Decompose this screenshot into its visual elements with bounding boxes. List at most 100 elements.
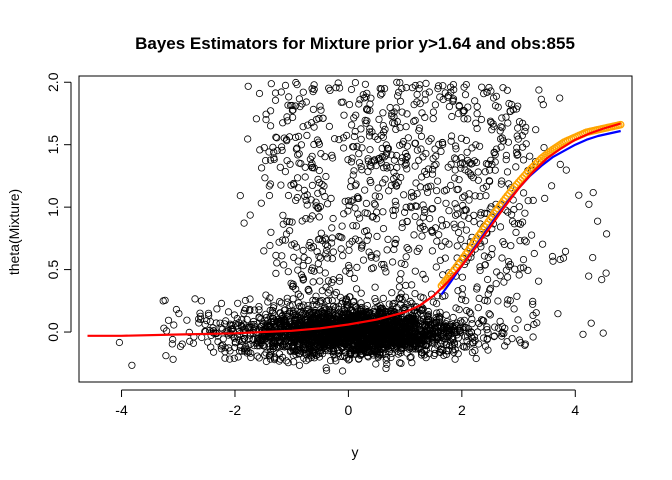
scatter-point — [226, 355, 234, 363]
scatter-point — [481, 296, 489, 304]
scatter-point — [501, 324, 509, 332]
x-tick-label: 0 — [345, 402, 353, 418]
scatter-point — [376, 301, 384, 309]
scatter-point — [468, 144, 476, 152]
scatter-point — [349, 222, 357, 230]
scatter-point — [252, 115, 260, 123]
scatter-point — [362, 105, 371, 114]
scatter-point — [421, 167, 429, 176]
scatter-point — [185, 328, 193, 336]
scatter-point — [492, 145, 501, 153]
scatter-point — [304, 333, 312, 341]
scatter-point — [385, 187, 393, 195]
scatter-point — [265, 148, 273, 156]
scatter-point — [359, 91, 367, 99]
scatter-point — [372, 298, 380, 306]
y-tick-label: 1.0 — [45, 197, 61, 217]
scatter-point — [457, 154, 465, 162]
scatter-point — [290, 253, 298, 261]
scatter-point — [235, 336, 243, 345]
scatter-point — [280, 316, 288, 324]
scatter-point — [462, 306, 471, 315]
scatter-point — [370, 321, 379, 329]
scatter-point — [294, 257, 302, 265]
scatter-point — [253, 352, 261, 360]
scatter-point — [338, 316, 346, 325]
scatter-point — [308, 264, 316, 272]
scatter-point — [299, 88, 307, 96]
scatter-point — [292, 145, 300, 153]
x-axis-label: y — [352, 444, 359, 460]
scatter-point — [483, 325, 491, 334]
scatter-point — [337, 245, 345, 253]
scatter-point — [276, 309, 284, 317]
scatter-point — [280, 134, 288, 142]
scatter-point — [425, 137, 433, 145]
scatter-point — [322, 305, 330, 313]
scatter-point — [498, 177, 506, 185]
scatter-point — [327, 337, 335, 345]
scatter-point — [530, 249, 538, 258]
scatter-point — [414, 339, 423, 347]
scatter-point — [286, 160, 294, 168]
scatter-point — [345, 293, 354, 301]
scatter-point — [310, 81, 318, 89]
scatter-point — [300, 338, 308, 346]
scatter-point — [328, 347, 336, 355]
scatter-point — [481, 168, 489, 176]
scatter-point — [330, 330, 338, 338]
scatter-point — [587, 319, 595, 327]
scatter-point — [351, 79, 359, 87]
scatter-point — [379, 294, 387, 302]
scatter-point — [217, 299, 226, 307]
scatter-point — [257, 164, 266, 172]
scatter-point — [313, 315, 321, 323]
scatter-point — [442, 350, 451, 358]
scatter-point — [235, 319, 243, 327]
scatter-point — [458, 291, 466, 299]
scatter-point — [292, 243, 301, 251]
scatter-point — [265, 191, 274, 200]
scatter-point — [402, 123, 410, 131]
scatter-point — [246, 211, 254, 219]
scatter-point — [329, 344, 337, 352]
scatter-point — [383, 333, 391, 341]
scatter-point — [476, 263, 484, 271]
scatter-point — [317, 229, 325, 237]
scatter-point — [420, 206, 428, 214]
scatter-point — [217, 342, 225, 350]
scatter-point — [307, 319, 315, 327]
scatter-point — [295, 350, 303, 358]
scatter-point — [537, 95, 545, 103]
scatter-point — [520, 236, 529, 244]
scatter-point — [313, 136, 321, 144]
scatter-point — [429, 155, 437, 163]
scatter-point — [438, 222, 447, 230]
scatter-point — [357, 289, 365, 297]
scatter-point — [322, 283, 330, 291]
scatter-point — [304, 355, 313, 363]
scatter-point — [585, 272, 593, 280]
scatter-point — [422, 346, 430, 354]
scatter-point — [351, 235, 360, 243]
scatter-point — [403, 153, 411, 161]
scatter-point — [306, 215, 314, 223]
scatter-point — [292, 285, 300, 293]
scatter-point — [515, 118, 524, 126]
scatter-point — [398, 108, 406, 116]
scatter-point — [361, 186, 369, 194]
scatter-point — [402, 281, 410, 289]
scatter-point — [297, 160, 305, 168]
scatter-point — [367, 251, 375, 260]
scatter-point — [255, 306, 263, 314]
scatter-point — [367, 265, 376, 273]
scatter-point — [454, 287, 462, 295]
scatter-point — [264, 298, 272, 306]
scatter-point — [407, 204, 415, 212]
scatter-point — [413, 146, 421, 154]
scatter-point — [305, 348, 314, 356]
scatter-point — [307, 161, 315, 169]
scatter-point — [277, 181, 285, 189]
scatter-point — [343, 309, 351, 318]
